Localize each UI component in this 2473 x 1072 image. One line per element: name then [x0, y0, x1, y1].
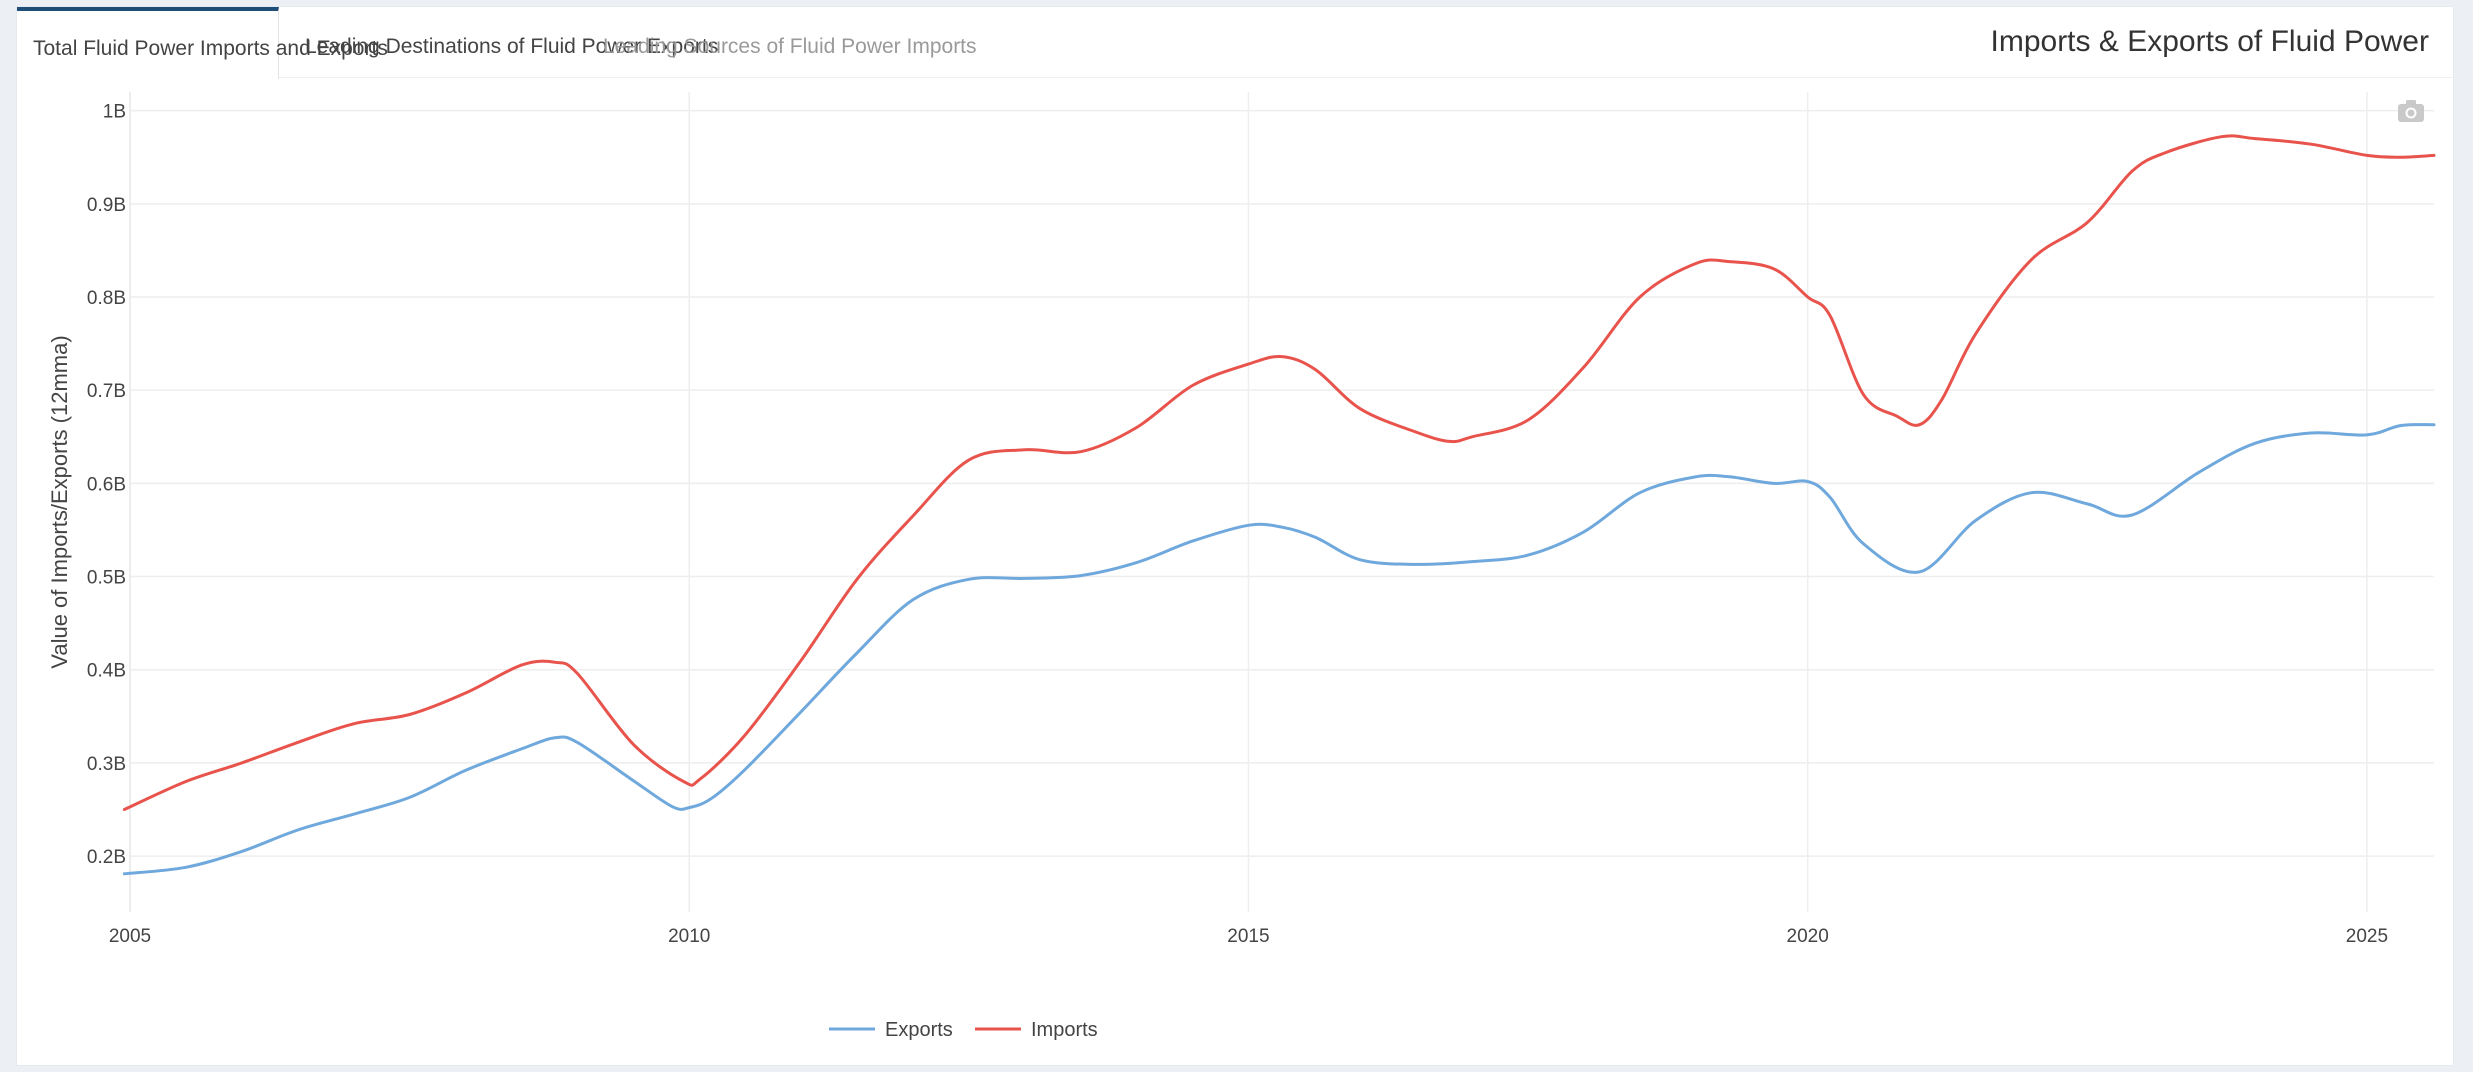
x-tick-label: 2020 [1787, 926, 1829, 947]
x-tick-label: 2015 [1227, 926, 1269, 947]
series-line-exports[interactable] [122, 423, 2436, 876]
series-line-imports[interactable] [122, 134, 2436, 811]
legend: Exports Imports [829, 1019, 1098, 1041]
gridlines [129, 92, 2434, 912]
y-tick-label: 1B [103, 102, 126, 123]
y-tick-label: 0.4B [87, 661, 126, 682]
x-tick-label: 2025 [2346, 926, 2388, 947]
legend-label-imports[interactable]: Imports [1031, 1019, 1098, 1041]
axes: 0.2B 0.3B 0.4B 0.5B 0.6B 0.7B 0.8B 0.9B 1B 2005 20… [47, 92, 2388, 947]
y-tick-label: 0.6B [87, 474, 126, 495]
box-title: Imports & Exports of Fluid Power [1990, 25, 2430, 58]
legend-label-exports[interactable]: Exports [885, 1019, 953, 1041]
x-tick-label: 2010 [668, 926, 710, 947]
y-tick-label: 0.5B [87, 568, 126, 589]
y-tick-label: 0.8B [87, 288, 126, 309]
tab-leading-destinations[interactable]: Leading Destinations of Fluid Power Expo… [305, 35, 719, 58]
camera-icon[interactable] [2398, 100, 2424, 122]
y-tick-label: 0.2B [87, 847, 126, 868]
tab-leading-sources[interactable]: Leading Sources of Fluid Power Imports [603, 35, 977, 58]
y-tick-label: 0.7B [87, 381, 126, 402]
tab-bar: Total Fluid Power Imports and Exports Le… [17, 7, 2453, 79]
y-axis-title: Value of Imports/Exports (12mma) [47, 335, 72, 668]
series-lines [122, 134, 2436, 876]
chart-panel: Total Fluid Power Imports and Exports Le… [16, 6, 2454, 1066]
y-tick-label: 0.9B [87, 195, 126, 216]
x-tick-label: 2005 [109, 926, 151, 947]
y-tick-label: 0.3B [87, 754, 126, 775]
